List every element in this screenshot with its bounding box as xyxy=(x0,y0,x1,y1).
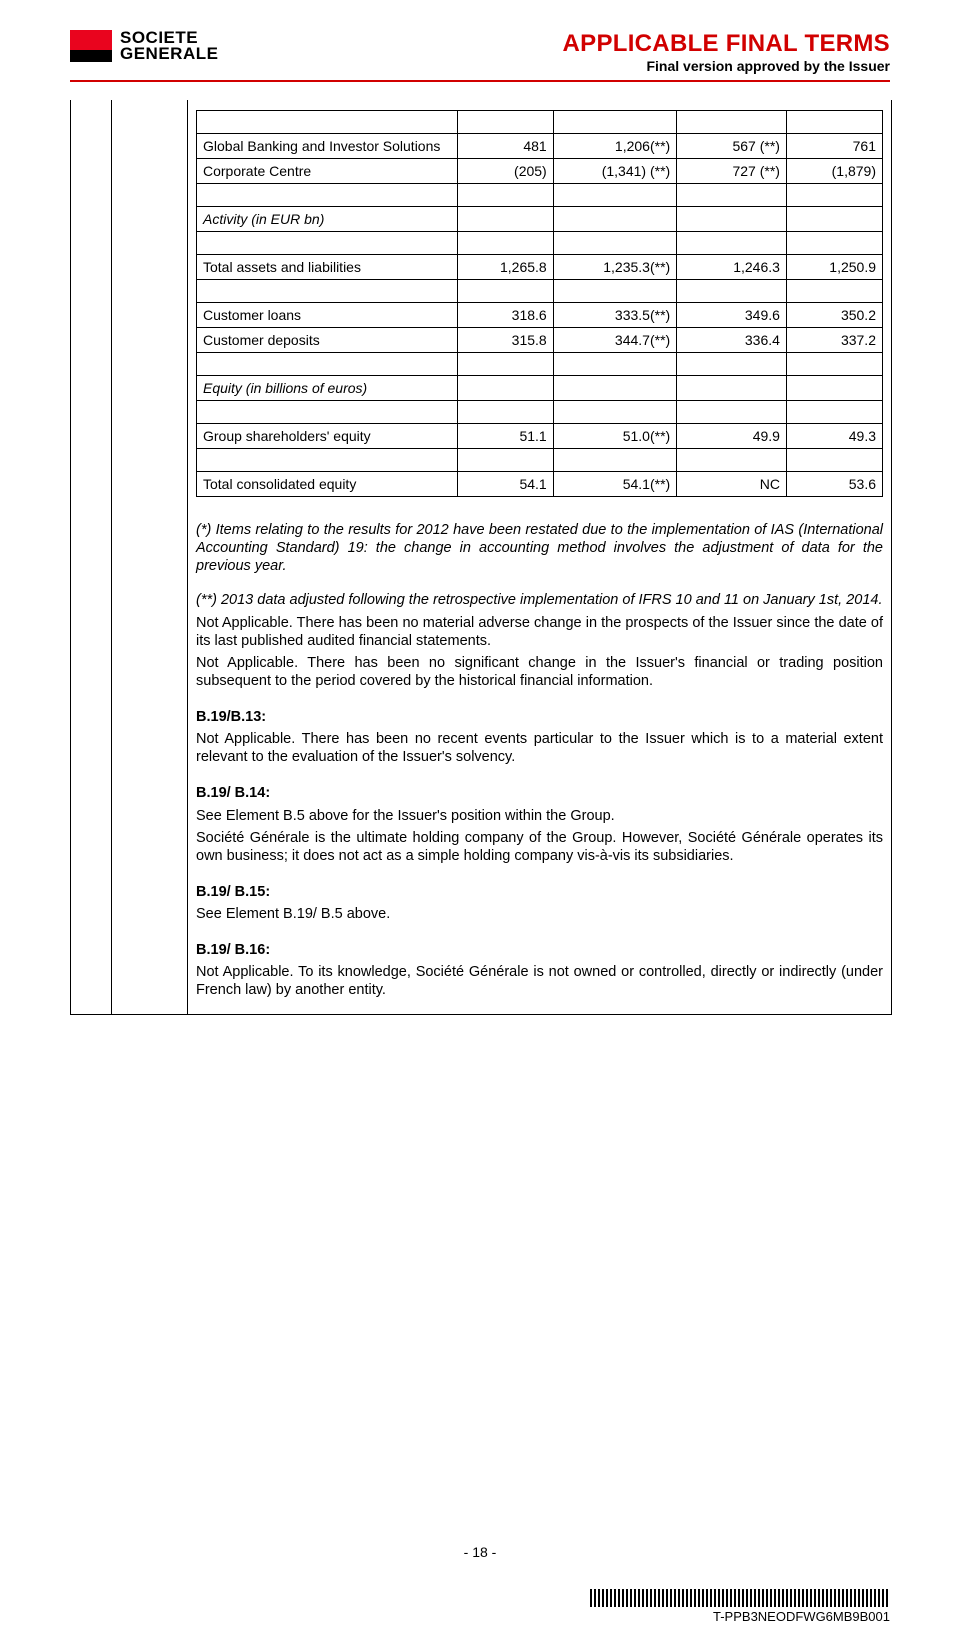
row-cell xyxy=(677,376,787,401)
page-number: - 18 - xyxy=(464,1544,497,1560)
table-row: Total assets and liabilities1,265.81,235… xyxy=(197,255,883,280)
row-cell xyxy=(457,207,553,232)
section-b19-b14-text1: See Element B.5 above for the Issuer's p… xyxy=(196,807,883,825)
row-cell: 337.2 xyxy=(786,328,882,353)
section-b19-b13-label: B.19/B.13: xyxy=(196,708,883,726)
doc-title: APPLICABLE FINAL TERMS xyxy=(563,30,891,58)
barcode-text: T-PPB3NEODFWG6MB9B001 xyxy=(590,1609,890,1624)
row-label: Equity (in billions of euros) xyxy=(197,376,458,401)
row-label: Customer deposits xyxy=(197,328,458,353)
row-cell: 1,250.9 xyxy=(786,255,882,280)
section-b19-b14-label: B.19/ B.14: xyxy=(196,784,883,802)
row-cell: 1,265.8 xyxy=(457,255,553,280)
row-cell: 344.7(**) xyxy=(553,328,676,353)
row-label: Total assets and liabilities xyxy=(197,255,458,280)
row-cell: (205) xyxy=(457,159,553,184)
row-label: Global Banking and Investor Solutions xyxy=(197,134,458,159)
table-row: Global Banking and Investor Solutions481… xyxy=(197,134,883,159)
row-label: Group shareholders' equity xyxy=(197,424,458,449)
title-block: APPLICABLE FINAL TERMS Final version app… xyxy=(563,30,891,74)
section-b19-b16-text: Not Applicable. To its knowledge, Sociét… xyxy=(196,963,883,999)
table-row: Equity (in billions of euros) xyxy=(197,376,883,401)
brand-name: SOCIETE GENERALE xyxy=(120,30,218,62)
row-cell: 1,235.3(**) xyxy=(553,255,676,280)
section-b19-b14-text2: Société Générale is the ultimate holding… xyxy=(196,829,883,865)
row-cell: 481 xyxy=(457,134,553,159)
table-row: Customer deposits315.8344.7(**)336.4337.… xyxy=(197,328,883,353)
section-b19-b16-label: B.19/ B.16: xyxy=(196,941,883,959)
row-label: Activity (in EUR bn) xyxy=(197,207,458,232)
note-1: (*) Items relating to the results for 20… xyxy=(196,521,883,575)
row-cell: 49.3 xyxy=(786,424,882,449)
row-cell: 54.1(**) xyxy=(553,472,676,497)
row-cell: 333.5(**) xyxy=(553,303,676,328)
row-cell: 336.4 xyxy=(677,328,787,353)
table-row: Group shareholders' equity51.151.0(**)49… xyxy=(197,424,883,449)
footer-block: T-PPB3NEODFWG6MB9B001 xyxy=(590,1589,890,1624)
outer-col-mid xyxy=(112,100,188,1014)
row-cell: 567 (**) xyxy=(677,134,787,159)
row-label: Customer loans xyxy=(197,303,458,328)
row-cell: 315.8 xyxy=(457,328,553,353)
financial-table: Global Banking and Investor Solutions481… xyxy=(196,110,883,497)
row-cell: 1,246.3 xyxy=(677,255,787,280)
header: SOCIETE GENERALE APPLICABLE FINAL TERMS … xyxy=(70,30,890,74)
row-cell xyxy=(786,376,882,401)
section-b19-b15-label: B.19/ B.15: xyxy=(196,883,883,901)
row-cell: 727 (**) xyxy=(677,159,787,184)
row-cell: 350.2 xyxy=(786,303,882,328)
outer-col-content: Global Banking and Investor Solutions481… xyxy=(188,100,891,1014)
table-row: Total consolidated equity54.154.1(**)NC5… xyxy=(197,472,883,497)
row-cell xyxy=(553,376,676,401)
logo: SOCIETE GENERALE xyxy=(70,30,218,62)
logo-mark-icon xyxy=(70,30,112,62)
row-cell xyxy=(677,207,787,232)
row-cell: 1,206(**) xyxy=(553,134,676,159)
paragraph-2: Not Applicable. There has been no signif… xyxy=(196,654,883,690)
row-cell: 318.6 xyxy=(457,303,553,328)
body-text: (*) Items relating to the results for 20… xyxy=(196,521,883,1000)
section-b19-b13-text: Not Applicable. There has been no recent… xyxy=(196,730,883,766)
doc-subtitle: Final version approved by the Issuer xyxy=(563,58,891,74)
table-row: Customer loans318.6333.5(**)349.6350.2 xyxy=(197,303,883,328)
row-cell: 761 xyxy=(786,134,882,159)
outer-col-left xyxy=(71,100,112,1014)
row-cell xyxy=(786,207,882,232)
row-cell: 53.6 xyxy=(786,472,882,497)
table-row: Activity (in EUR bn) xyxy=(197,207,883,232)
brand-line2: GENERALE xyxy=(120,46,218,62)
row-cell: (1,879) xyxy=(786,159,882,184)
row-cell: 51.0(**) xyxy=(553,424,676,449)
row-cell: 54.1 xyxy=(457,472,553,497)
header-rule xyxy=(70,80,890,82)
note-2: (**) 2013 data adjusted following the re… xyxy=(196,591,883,609)
paragraph-1: Not Applicable. There has been no materi… xyxy=(196,614,883,650)
section-b19-b15-text: See Element B.19/ B.5 above. xyxy=(196,905,883,923)
row-cell: NC xyxy=(677,472,787,497)
row-cell: 49.9 xyxy=(677,424,787,449)
row-cell xyxy=(553,207,676,232)
row-label: Total consolidated equity xyxy=(197,472,458,497)
row-cell: 51.1 xyxy=(457,424,553,449)
barcode-icon xyxy=(590,1589,890,1607)
page: SOCIETE GENERALE APPLICABLE FINAL TERMS … xyxy=(0,0,960,1640)
row-label: Corporate Centre xyxy=(197,159,458,184)
row-cell: 349.6 xyxy=(677,303,787,328)
outer-table: Global Banking and Investor Solutions481… xyxy=(70,100,892,1015)
table-row: Corporate Centre(205)(1,341) (**)727 (**… xyxy=(197,159,883,184)
row-cell: (1,341) (**) xyxy=(553,159,676,184)
row-cell xyxy=(457,376,553,401)
